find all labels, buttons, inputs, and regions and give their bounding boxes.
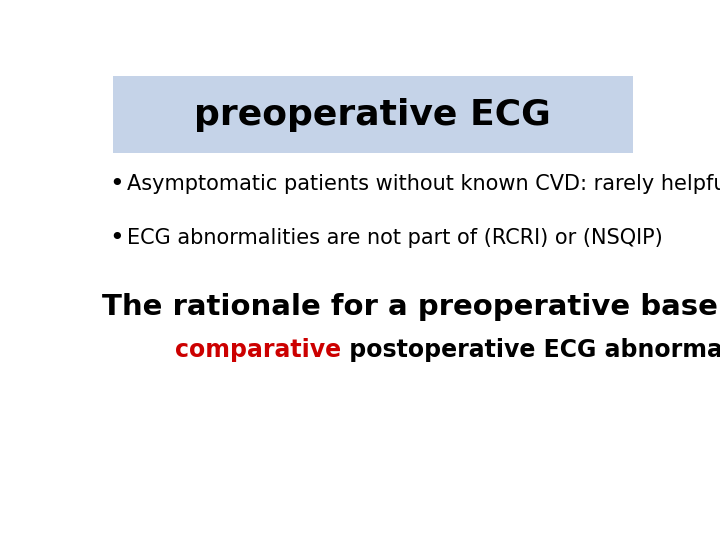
Text: comparative: comparative [175,338,341,362]
Bar [113,76,632,153]
Text: ECG abnormalities are not part of (RCRI) or (NSQIP): ECG abnormalities are not part of (RCRI)… [127,228,663,248]
Text: preoperative ECG: preoperative ECG [194,98,552,132]
Text: The rationale for a preoperative baseline ECG :: The rationale for a preoperative baselin… [102,293,720,321]
Text: Asymptomatic patients without known CVD: rarely helpful.: Asymptomatic patients without known CVD:… [127,174,720,194]
Text: •: • [109,226,124,250]
Text: postoperative ECG abnormalitis.: postoperative ECG abnormalitis. [341,338,720,362]
Text: •: • [109,172,124,196]
